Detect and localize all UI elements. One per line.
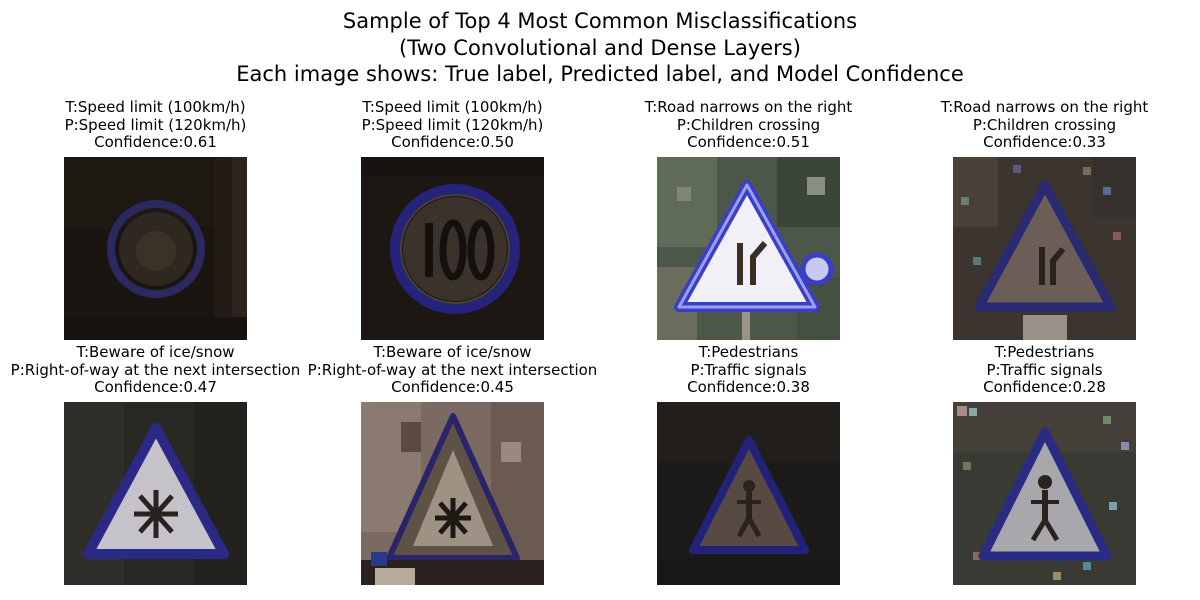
- panel-2-title: T:Speed limit (100km/h) P:Speed limit (1…: [231, 98, 674, 152]
- panel-5-predicted-label: P:Right-of-way at the next intersection: [10, 360, 301, 379]
- panel-4-confidence: Confidence:0.33: [983, 133, 1106, 151]
- figure-title-line-3: Each image shows: True label, Predicted …: [236, 62, 964, 86]
- figure-title: Sample of Top 4 Most Common Misclassific…: [0, 8, 1200, 88]
- panel-4-predicted-label: P:Children crossing: [972, 115, 1117, 134]
- panel-5-confidence: Confidence:0.47: [94, 378, 217, 396]
- panel-2-true-label: T:Speed limit (100km/h): [362, 98, 543, 116]
- panel-3-true-label: T:Road narrows on the right: [644, 98, 853, 116]
- panel-6-image: [361, 402, 544, 585]
- panel-8-predicted-label: P:Traffic signals: [986, 360, 1103, 379]
- pedestrians-sign-image: [953, 402, 1136, 585]
- panel-8-image: [953, 402, 1136, 585]
- speed-limit-sign-image: [64, 157, 247, 340]
- panel-7-predicted-label: P:Traffic signals: [690, 360, 807, 379]
- panel-7-true-label: T:Pedestrians: [698, 343, 799, 361]
- panel-6-confidence: Confidence:0.45: [391, 378, 514, 396]
- panel-1-predicted-label: P:Speed limit (120km/h): [64, 115, 247, 134]
- panel-4-image: [953, 157, 1136, 340]
- panel-6-title: T:Beware of ice/snow P:Right-of-way at t…: [231, 343, 674, 397]
- panel-5-title: T:Beware of ice/snow P:Right-of-way at t…: [0, 343, 377, 397]
- panel-1-title: T:Speed limit (100km/h) P:Speed limit (1…: [0, 98, 377, 152]
- panel-6-true-label: T:Beware of ice/snow: [373, 343, 532, 361]
- panel-4-true-label: T:Road narrows on the right: [940, 98, 1149, 116]
- panel-1-true-label: T:Speed limit (100km/h): [65, 98, 246, 116]
- panel-3-image: [657, 157, 840, 340]
- road-narrows-sign-image: [953, 157, 1136, 340]
- panel-7-title: T:Pedestrians P:Traffic signals Confiden…: [527, 343, 970, 397]
- panel-8-confidence: Confidence:0.28: [983, 378, 1106, 396]
- figure-title-line-2: (Two Convolutional and Dense Layers): [399, 35, 801, 60]
- panel-7-image: [657, 402, 840, 585]
- panel-3-confidence: Confidence:0.51: [687, 133, 810, 151]
- panel-1-image: [64, 157, 247, 340]
- panel-3-title: T:Road narrows on the right P:Children c…: [527, 98, 970, 152]
- road-narrows-sign-image: [657, 157, 840, 340]
- figure-title-line-1: Sample of Top 4 Most Common Misclassific…: [342, 9, 858, 33]
- panel-7-confidence: Confidence:0.38: [687, 378, 810, 396]
- ice-snow-sign-image: [361, 402, 544, 585]
- panel-3-predicted-label: P:Children crossing: [676, 115, 821, 134]
- panel-4-title: T:Road narrows on the right P:Children c…: [823, 98, 1200, 152]
- panel-1-confidence: Confidence:0.61: [94, 133, 217, 151]
- ice-snow-sign-image: [64, 402, 247, 585]
- pedestrians-sign-image: [657, 402, 840, 585]
- panel-2-confidence: Confidence:0.50: [391, 133, 514, 151]
- panel-6-predicted-label: P:Right-of-way at the next intersection: [307, 360, 598, 379]
- panel-8-true-label: T:Pedestrians: [994, 343, 1095, 361]
- panel-8-title: T:Pedestrians P:Traffic signals Confiden…: [823, 343, 1200, 397]
- speed-limit-sign-image: [361, 157, 544, 340]
- panel-2-image: [361, 157, 544, 340]
- panel-5-image: [64, 402, 247, 585]
- panel-5-true-label: T:Beware of ice/snow: [76, 343, 235, 361]
- panel-2-predicted-label: P:Speed limit (120km/h): [361, 115, 544, 134]
